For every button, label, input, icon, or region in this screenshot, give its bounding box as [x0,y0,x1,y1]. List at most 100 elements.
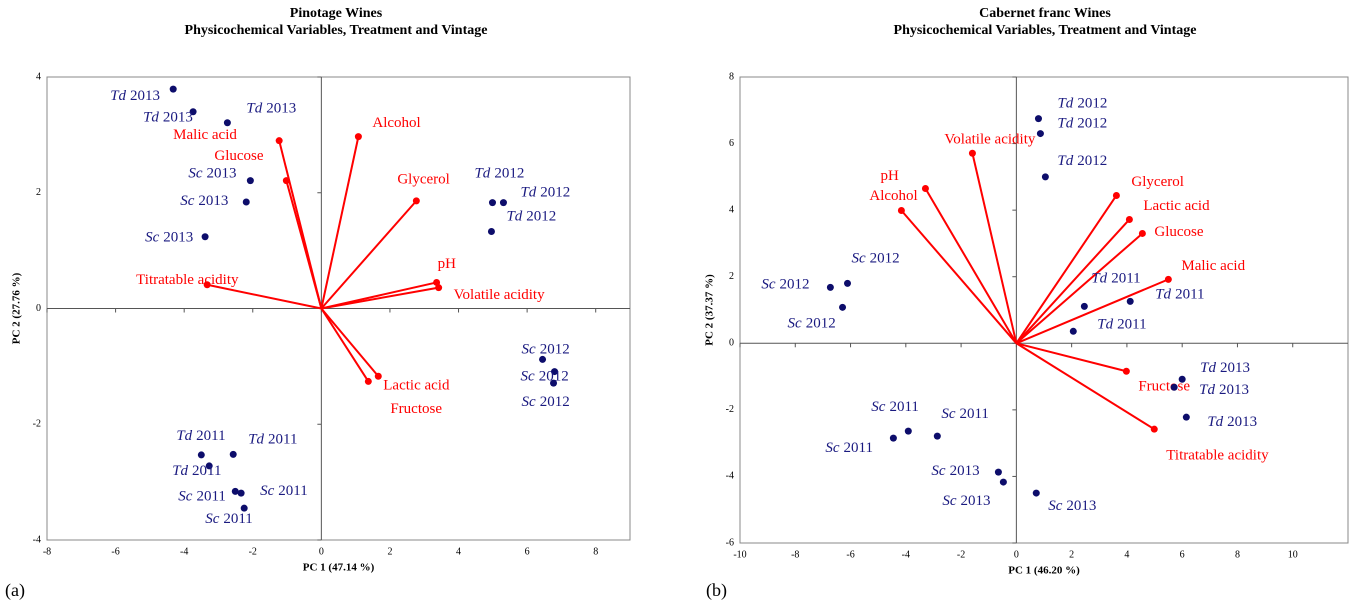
point-label-year: 2011 [192,463,221,479]
chart-title: Pinotage Wines [290,6,383,21]
point-label-species: Sc [260,484,275,500]
y-tick-label: 8 [729,71,734,82]
point-label: Td 2012 [520,185,570,201]
point-label-species: Sc [145,230,160,246]
point-label: Td 2013 [1199,383,1249,399]
chart-title: Physicochemical Variables, Treatment and… [185,23,488,38]
loading-label: Alcohol [869,188,917,204]
point-label-year: 2013 [163,230,193,246]
point-label: Sc 2013 [145,230,193,246]
point-label: Sc 2012 [852,251,900,267]
point-label: Sc 2013 [180,193,228,209]
x-tick-label: -2 [249,546,257,557]
score-point [1032,489,1040,497]
point-label-year: 2011 [889,400,918,416]
loading-end [412,197,420,205]
point-label: Sc 2013 [942,494,990,510]
loading-vector [206,283,322,310]
score-point [844,279,852,287]
point-label-year: 2013 [1219,383,1249,399]
loading-label: Alcohol [372,115,420,131]
point-label-species: Sc [180,193,195,209]
y-tick-label: -4 [726,471,734,482]
x-tick-label: -2 [957,549,965,560]
point-label: Td 2011 [248,432,297,448]
chart-title: Cabernet franc Wines [979,6,1111,21]
score-point [487,228,495,236]
score-point [1036,130,1044,138]
point-label-year: 2011 [844,441,873,457]
loading-label: Fructose [1138,379,1190,395]
score-point [933,432,941,440]
y-tick-label: 2 [36,187,41,198]
point-label-year: 2011 [959,407,988,423]
loading-vector [1015,278,1169,345]
score-point [201,233,209,241]
score-point [999,478,1007,486]
loading-end [374,372,382,380]
point-label-year: 2011 [278,484,307,500]
x-axis-label: PC 1 (46.20 %) [1008,565,1080,577]
point-label-year: 2012 [540,395,570,411]
loading-vector [1016,342,1127,373]
score-point [1178,375,1186,383]
y-tick-label: 4 [36,71,41,82]
score-point [550,379,558,387]
point-label: Sc 2012 [788,316,836,332]
score-point [1126,297,1134,305]
point-label-year: 2012 [539,369,569,385]
x-tick-label: 10 [1288,549,1298,560]
chart: Cabernet franc Wines Physicochemical Vari… [704,6,1349,601]
point-label-species: Sc [825,441,840,457]
loading-label: Titratable acidity [136,272,239,288]
loading-end [968,149,976,157]
point-label-species: Td [1155,287,1171,303]
point-label-species: Td [506,209,522,225]
loading-vector [320,307,370,382]
point-label-species: Sc [205,512,220,528]
loading-end [275,137,283,145]
score-point [246,177,254,185]
x-tick-label: 2 [1069,549,1074,560]
score-point [551,368,559,376]
point-label: Sc 2012 [761,277,809,293]
point-label: Td 2012 [506,209,556,225]
point-label-species: Td [176,428,192,444]
point-label: Sc 2011 [825,441,873,457]
score-point [242,198,250,206]
x-tick-label: 0 [319,546,324,557]
loading-label: Titratable acidity [1166,448,1269,464]
loading-end [435,284,443,292]
x-tick-label: 8 [593,546,598,557]
loading-end [1112,191,1120,199]
loading-vector [321,286,439,310]
point-label: Td 2013 [110,89,160,105]
point-label-species: Td [1057,116,1073,132]
x-tick-label: -8 [43,546,51,557]
y-axis-label: PC 2 (27.76 %) [11,272,23,344]
point-label-species: Sc [188,166,203,182]
y-tick-label: -2 [726,404,734,415]
x-tick-label: 8 [1235,549,1240,560]
x-tick-label: 4 [1124,549,1129,560]
point-label: Td 2012 [1057,116,1107,132]
point-label-species: Sc [761,277,776,293]
point-label-year: 2012 [494,166,524,182]
point-label: Sc 2013 [931,464,979,480]
score-point [240,504,248,512]
x-tick-label: -6 [111,546,119,557]
y-tick-label: -6 [726,537,734,548]
point-label-year: 2013 [1066,499,1096,515]
loading-label: Glycerol [1131,174,1183,190]
score-point [889,434,897,442]
point-label: Sc 2011 [205,512,253,528]
loading-label: Glucose [1154,224,1203,240]
panel-label: (b) [706,580,727,601]
loading-vector [1015,194,1118,344]
score-point [1034,115,1042,123]
score-point [205,462,213,470]
loading-end [1122,367,1130,375]
score-point [197,451,205,459]
loading-label: pH [880,168,899,184]
